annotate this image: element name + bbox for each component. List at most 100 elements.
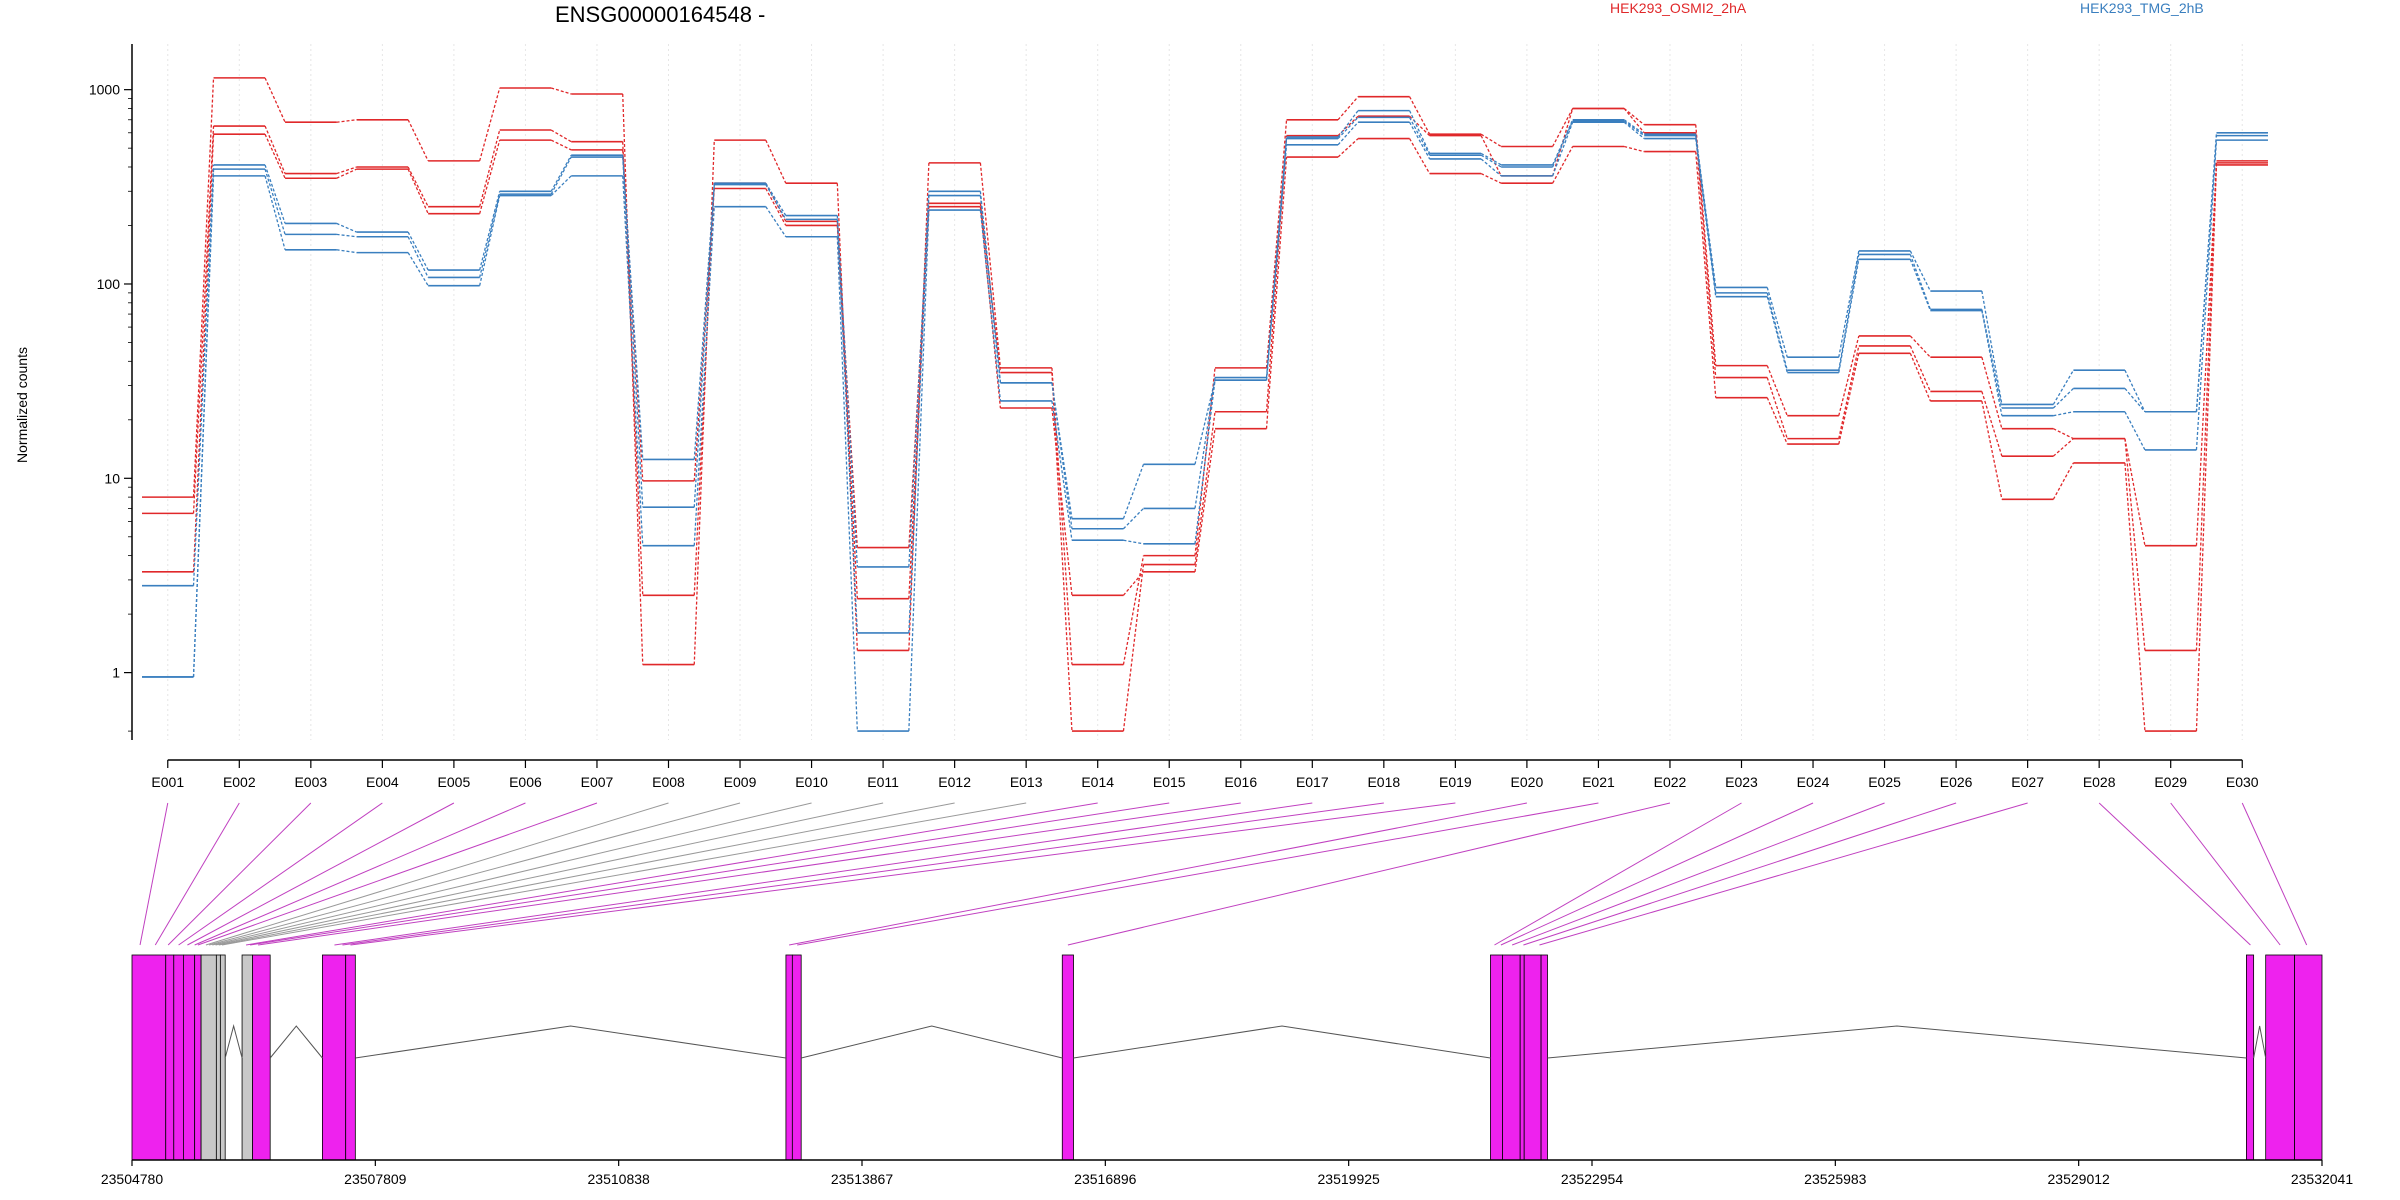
exon-transition (1194, 379, 1216, 465)
exon-block (2294, 954, 2323, 1161)
exon-transition (1909, 353, 1931, 402)
exon-transition (693, 183, 715, 460)
exon-transition (1909, 250, 1931, 292)
intron-line (801, 1025, 1063, 1059)
x-tick-label: E030 (2226, 774, 2259, 790)
exon-transition (908, 162, 930, 651)
exon-transition (1981, 357, 2003, 429)
exon-transition (1409, 115, 1431, 137)
exon-transition (836, 183, 858, 651)
exon-transition (1695, 132, 1717, 378)
exon-transition (765, 188, 787, 226)
x-tick-label: E007 (581, 774, 614, 790)
x-tick-label: E028 (2083, 774, 2116, 790)
legend-entry-osmi2: HEK293_OSMI2_2hA (1610, 0, 1747, 16)
connector-line (342, 802, 1384, 946)
intron-line (1547, 1025, 2247, 1059)
exon-transition (1194, 377, 1216, 509)
exon-transition (1122, 571, 1144, 596)
exon-block (183, 954, 196, 1161)
x-axis: E001 E002 E003 E004 E005 E006 E007 E008 E009 E010… (151, 759, 2259, 790)
exon-transition (479, 139, 501, 214)
exon-transition (2124, 411, 2146, 451)
connector-line (1511, 802, 1885, 946)
exon-transition (1123, 539, 1144, 545)
exon-block (165, 954, 175, 1161)
exon-transition (1194, 411, 1216, 565)
connector-line (797, 802, 1599, 946)
exon-transition (1480, 133, 1502, 148)
vertical-grid (167, 44, 2243, 740)
y-tick-label: 1 (112, 665, 120, 681)
exon-block (194, 954, 202, 1161)
exon-transition (336, 166, 357, 175)
exon-transition (1409, 96, 1431, 135)
x-tick-label: E011 (867, 774, 899, 790)
x-tick-label: E010 (795, 774, 828, 790)
exon-transition (407, 119, 429, 162)
coord-label: 23529012 (2048, 1171, 2111, 1187)
exon-transition (2124, 438, 2146, 546)
exon-transition (2052, 369, 2074, 405)
exon-transition (1480, 158, 1502, 177)
connector-line (1523, 802, 1957, 946)
exon-transition (336, 168, 357, 179)
x-tick-label: E021 (1582, 774, 1615, 790)
exon-block (2246, 954, 2255, 1161)
exon-transition (1838, 254, 1860, 371)
exon-transition (1623, 120, 1645, 137)
connector-line (1494, 802, 1742, 946)
exon-transition (1838, 259, 1860, 373)
coord-label: 23525983 (1804, 1171, 1867, 1187)
connector-line (197, 802, 598, 946)
exon-transition (1623, 107, 1645, 126)
exon-transition (407, 231, 429, 271)
exon-transition (479, 195, 501, 286)
exon-transition (2124, 388, 2146, 413)
exon-transition (765, 184, 787, 220)
exon-transition (1552, 146, 1574, 184)
x-tick-label: E003 (294, 774, 327, 790)
exon-transition (1480, 172, 1502, 184)
connector-line (250, 802, 1170, 946)
exon-transition (550, 139, 572, 151)
exon-transition (264, 175, 286, 250)
x-tick-label: E009 (724, 774, 757, 790)
x-tick-label: E004 (366, 774, 399, 790)
connector-line (245, 802, 1098, 946)
exon-transition (1122, 564, 1145, 732)
exon-transition (765, 206, 787, 238)
connector-line (334, 802, 1313, 946)
exon-transition (1623, 108, 1645, 134)
connector-line (178, 802, 383, 946)
exon-transition (479, 191, 501, 271)
exon-block (321, 954, 347, 1161)
exon-transition (1766, 365, 1788, 416)
exon-block (219, 954, 226, 1161)
exon-block (215, 954, 221, 1161)
exon-transition (1695, 151, 1717, 398)
series-HEK293_TMG_2hB-3 (142, 121, 2268, 732)
exon-transition (1838, 345, 1860, 439)
exon-transition (1480, 154, 1502, 168)
x-tick-label: E024 (1797, 774, 1830, 790)
connector-line (1067, 802, 1671, 946)
exon-transition (1838, 250, 1860, 358)
genomic-coordinate-axis: 23504780 23507809 23510838 23513867 23516896… (101, 1159, 2353, 1187)
exon-transition (1623, 119, 1645, 135)
exon-transition (1909, 259, 1931, 311)
exon-transition (1552, 121, 1574, 177)
exon-transition (2195, 140, 2218, 450)
x-tick-label: E025 (1868, 774, 1901, 790)
exon-transition (1122, 555, 1145, 665)
exon-transition (550, 156, 572, 195)
exon-block (345, 954, 356, 1161)
coord-label: 23510838 (588, 1171, 651, 1187)
exon-transition (1051, 407, 1073, 596)
coord-label: 23513867 (831, 1171, 894, 1187)
exon-transition (192, 125, 215, 514)
exon-transition (1981, 391, 2003, 457)
series-HEK293_OSMI2_2hA-3 (142, 133, 2268, 732)
exon-transition (1695, 135, 1717, 293)
exon-transition (336, 119, 357, 123)
